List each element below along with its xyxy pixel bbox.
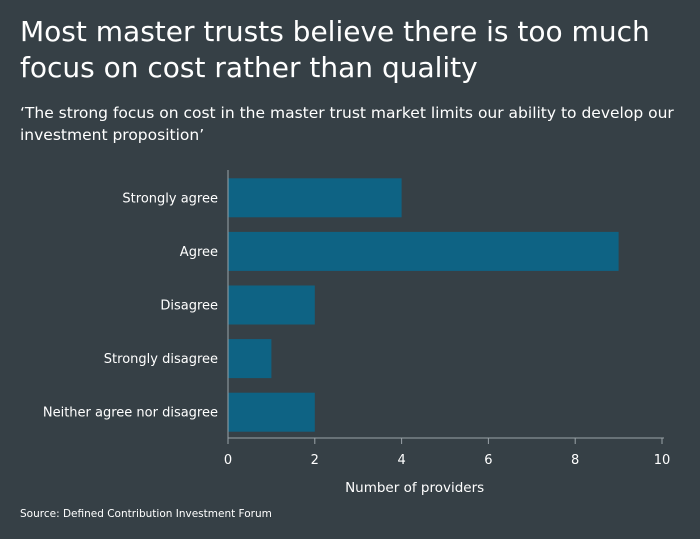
chart-title: Most master trusts believe there is too …	[20, 15, 650, 84]
bar-strongly-disagree	[228, 339, 272, 379]
bar-strongly-agree	[228, 178, 402, 218]
category-label: Disagree	[160, 299, 218, 314]
bar-disagree	[228, 285, 315, 325]
x-axis-ticks: 0 2 4 6 8 10	[224, 438, 670, 468]
x-axis-title: Number of providers	[345, 480, 484, 496]
chart-subtitle: ‘The strong focus on cost in the master …	[20, 104, 674, 144]
x-tick-label: 10	[654, 453, 671, 468]
bar-neither-agree-nor-disagree	[228, 392, 315, 432]
x-tick-label: 2	[311, 453, 319, 468]
bars-layer	[228, 178, 619, 432]
bar-agree	[228, 231, 619, 271]
category-label: Strongly disagree	[104, 352, 218, 367]
category-label: Neither agree nor disagree	[43, 406, 218, 421]
x-tick-label: 0	[224, 453, 232, 468]
x-tick-label: 8	[571, 453, 579, 468]
category-label: Agree	[180, 245, 218, 260]
category-label: Strongly agree	[122, 191, 218, 206]
x-tick-label: 6	[484, 453, 492, 468]
x-tick-label: 4	[397, 453, 405, 468]
category-labels: Strongly agree Agree Disagree Strongly disa…	[43, 191, 218, 420]
source-note: Source: Defined Contribution Investment …	[20, 508, 272, 520]
